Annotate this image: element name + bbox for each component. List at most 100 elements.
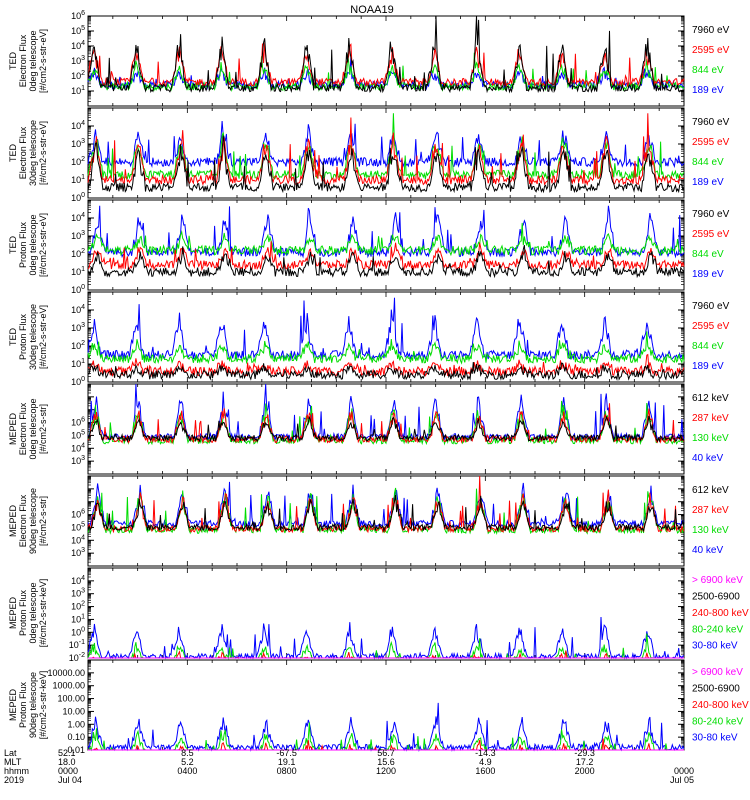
legend-entry: 30-80 keV [692,733,738,744]
series-line-blue [88,206,684,257]
y-tick-label: 104 [71,442,85,453]
y-tick-label: 103 [71,322,85,333]
legend-entry: 7960 eV [692,301,730,312]
legend-entry: 2595 eV [692,321,730,332]
y-tick-label: 103 [71,230,85,241]
x-tick-label-hhmm: 1600 [475,766,495,776]
legend-entry: 40 keV [692,453,723,464]
panel-ted-e-0: 101 102 103 104 105 106 TEDElectron Flux0deg t… [8,10,730,107]
series-line-black [88,16,684,92]
legend-entry: 2500-6900 [692,592,740,603]
legend-entry: 844 eV [692,157,724,168]
y-tick-label: 1000.00 [52,681,85,691]
x-tick-label-date: Jul 04 [58,775,82,785]
legend-entry: 7960 eV [692,25,730,36]
x-tick-label-lat: -67.5 [276,748,297,758]
x-tick-label-hhmm: 2000 [575,766,595,776]
y-axis-label: MEPEDProton Flux90deg telescope[#/cm2-s-… [8,671,48,740]
y-axis-label: TEDProton Flux30deg telescope[#/cm2-s-st… [8,304,48,370]
y-tick-label: 104 [71,40,85,51]
y-axis-label: MEPEDElectron Flux90deg telescope[#/cm2-… [8,488,48,554]
legend-entry: 2595 eV [692,137,730,148]
y-tick-label: 104 [71,304,85,315]
x-tick-label-hhmm: 0000 [674,766,694,776]
y-tick-label: 10000.00 [47,668,85,678]
panel-ted-p-0: 100 101 102 103 104 TEDProton Flux0deg telesc… [8,199,730,295]
y-tick-label: 101 [71,266,85,277]
y-tick-label: 106 [71,10,85,21]
y-tick-label: 103 [71,455,85,466]
y-tick-label: 10.00 [62,706,85,716]
x-row-label: MLT [4,757,22,767]
series-line-green [88,53,684,90]
y-tick-label: 105 [71,429,85,440]
y-tick-label: 105 [71,521,85,532]
legend-entry: 189 eV [692,269,724,280]
y-tick-label: 0.01 [67,745,85,755]
x-tick-label-date: Jul 05 [670,775,694,785]
y-axis-label: MEPEDProton Flux0deg telescope[#/cm2-s-s… [8,579,48,648]
x-tick-label-hhmm: 1200 [376,766,396,776]
x-tick-label-lat: 8.5 [181,748,194,758]
legend-entry: 2500-6900 [692,684,740,695]
series-line-black [88,362,684,379]
series-line-green [88,331,684,363]
y-axis-label: TEDProton Flux0deg telescope[#/cm2-s-str… [8,213,48,277]
y-tick-label: 102 [71,156,85,167]
x-tick-label-lat: 52.1 [58,748,76,758]
legend-entry: 80-240 keV [692,624,743,635]
series-line-black [88,416,684,441]
legend-entry: 612 keV [692,393,729,404]
legend-entry: 30-80 keV [692,641,738,652]
series-line-blue [88,703,684,750]
series-line-red [88,241,684,269]
legend-entry: > 6900 keV [692,575,743,586]
x-tick-label-mlt: 17.2 [576,757,594,767]
series-line-red [88,403,684,442]
legend-entry: 2595 eV [692,45,730,56]
y-tick-label: 103 [71,138,85,149]
x-tick-label-lat: 56.7 [377,748,395,758]
y-tick-label: 101 [71,174,85,185]
panel-ted-p-30: 100 101 102 103 104 TEDProton Flux30deg teles… [8,291,730,387]
legend-entry: 130 keV [692,433,729,444]
legend-entry: 844 eV [692,65,724,76]
series-line-green [88,223,684,255]
y-tick-label: 0.10 [67,732,85,742]
y-tick-label: 101 [71,358,85,369]
figure-title: NOAA19 [350,4,393,16]
legend-entry: > 6900 keV [692,667,743,678]
legend-entry: 189 eV [692,177,724,188]
x-tick-label-mlt: 18.0 [58,757,76,767]
y-tick-label: 102 [71,248,85,259]
legend-entry: 240-800 keV [692,700,749,711]
legend-entry: 240-800 keV [692,608,749,619]
y-tick-label: 104 [71,534,85,545]
y-tick-label: 104 [71,120,85,131]
series-line-red [88,43,684,86]
legend-entry: 40 keV [692,545,723,556]
series-line-blue [88,121,684,167]
y-tick-label: 106 [71,509,85,520]
legend-entry: 844 eV [692,341,724,352]
y-axis-label: TEDElectron Flux30deg telescope[#/cm2-s-… [8,120,48,186]
x-tick-label-mlt: 5.2 [181,757,194,767]
y-tick-label: 101 [71,613,85,624]
series-line-black [88,245,684,276]
legend-entry: 80-240 keV [692,716,743,727]
y-tick-label: 10-2 [69,652,85,663]
x-tick-label-mlt: 15.6 [377,757,395,767]
y-tick-label: 102 [71,601,85,612]
panel-frame [87,15,685,107]
legend-entry: 287 keV [692,413,729,424]
series-line-blue [88,298,684,360]
y-tick-label: 103 [71,547,85,558]
y-tick-label: 103 [71,588,85,599]
y-tick-label: 100.00 [57,694,85,704]
y-tick-label: 104 [71,212,85,223]
legend-entry: 7960 eV [692,209,730,220]
